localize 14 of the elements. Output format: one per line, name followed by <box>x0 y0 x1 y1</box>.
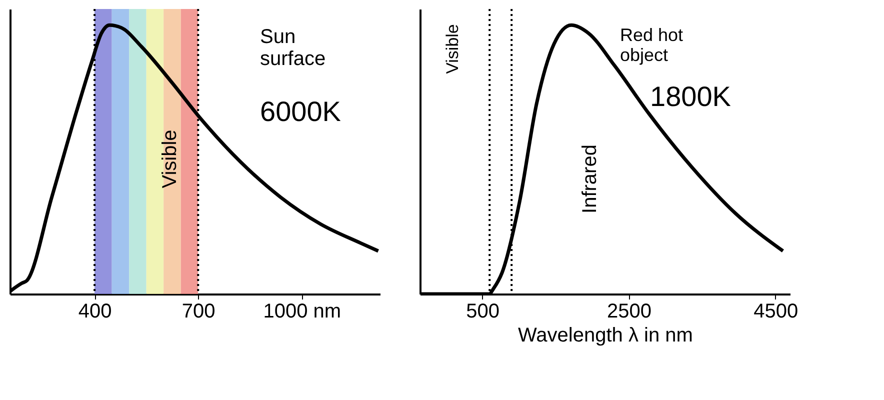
x-tick-label: 400 <box>78 300 112 322</box>
annotation: Visible <box>443 24 462 74</box>
annotation: 1800K <box>650 81 732 112</box>
x-tick-label: 1000 nm <box>263 300 342 322</box>
annotation: 6000K <box>260 96 342 127</box>
x-axis-title: Wavelength λ in nm <box>518 324 693 346</box>
x-tick-label: 500 <box>466 300 500 322</box>
annotation: Infrared <box>579 144 601 214</box>
x-tick-label: 4500 <box>754 300 798 322</box>
x-tick-label: 700 <box>182 300 216 322</box>
x-tick-label: 2500 <box>607 300 652 322</box>
annotation: Red hot object <box>620 25 684 65</box>
annotation: Sun surface <box>260 26 326 70</box>
annotation: Visible <box>159 130 181 188</box>
